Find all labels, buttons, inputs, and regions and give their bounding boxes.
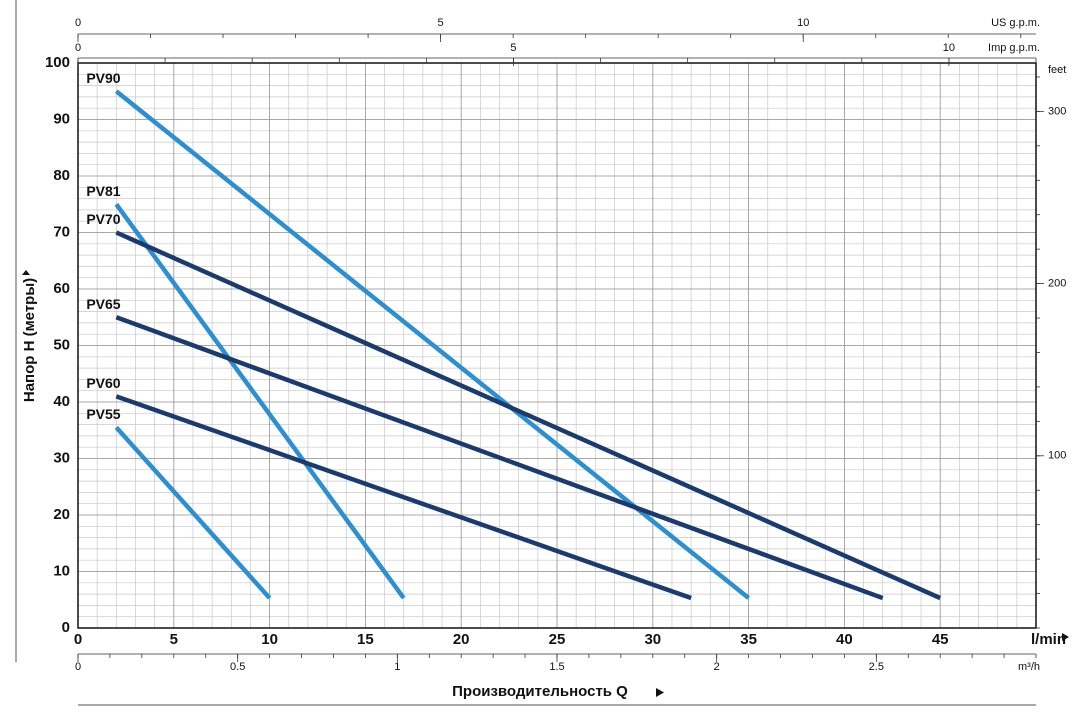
axis-unit: m³/h bbox=[1018, 661, 1040, 673]
curve bbox=[115, 315, 884, 601]
tick-label: 10 bbox=[943, 42, 955, 54]
y2-tick-label: 100 bbox=[1048, 450, 1066, 462]
curve bbox=[115, 230, 942, 601]
curve bbox=[114, 425, 272, 600]
curve-label: PV70 bbox=[86, 211, 120, 227]
curve-label: PV81 bbox=[86, 183, 120, 199]
tick-label: 2 bbox=[714, 661, 720, 673]
arrow bbox=[22, 270, 30, 275]
y-axis-title: Напор H (метры) bbox=[21, 278, 38, 402]
curve bbox=[115, 394, 692, 601]
tick-label: 0.5 bbox=[230, 661, 245, 673]
curve bbox=[114, 89, 751, 600]
tick-label: 5 bbox=[510, 42, 516, 54]
y-tick-label: 80 bbox=[53, 167, 70, 184]
tick-label: 0 bbox=[75, 17, 81, 29]
x-unit-label: l/min bbox=[1031, 631, 1066, 648]
plot-frame bbox=[77, 62, 1037, 629]
y2-unit: feet bbox=[1048, 64, 1066, 76]
x-axis-title: Производительность Q bbox=[452, 683, 628, 700]
tick-label: 0 bbox=[75, 42, 81, 54]
x-tick-label: 35 bbox=[740, 631, 757, 648]
x-tick-label: 45 bbox=[932, 631, 949, 648]
y-tick-label: 0 bbox=[62, 619, 70, 636]
x-tick-label: 30 bbox=[644, 631, 661, 648]
curve-label: PV60 bbox=[86, 375, 120, 391]
y-tick-label: 90 bbox=[53, 110, 70, 127]
x-tick-label: 25 bbox=[549, 631, 566, 648]
axis-unit: US g.p.m. bbox=[991, 17, 1040, 29]
x-tick-label: 5 bbox=[170, 631, 178, 648]
x-tick-label: 15 bbox=[357, 631, 374, 648]
x-tick-label: 20 bbox=[453, 631, 470, 648]
tick-label: 0 bbox=[75, 661, 81, 673]
curve-label: PV55 bbox=[86, 406, 120, 422]
tick-label: 5 bbox=[438, 17, 444, 29]
y-tick-label: 20 bbox=[53, 506, 70, 523]
tick-label: 1 bbox=[394, 661, 400, 673]
y-tick-label: 50 bbox=[53, 336, 70, 353]
arrow bbox=[656, 688, 664, 697]
tick-label: 1.5 bbox=[549, 661, 564, 673]
y2-tick-label: 300 bbox=[1048, 105, 1066, 117]
curve-label: PV65 bbox=[86, 296, 120, 312]
y-tick-label: 60 bbox=[53, 280, 70, 297]
y-tick-label: 70 bbox=[53, 223, 70, 240]
curve bbox=[114, 202, 406, 600]
axis-unit: Imp g.p.m. bbox=[988, 42, 1040, 54]
y-tick-label: 40 bbox=[53, 393, 70, 410]
x-tick-label: 40 bbox=[836, 631, 853, 648]
y-tick-label: 100 bbox=[45, 54, 70, 71]
arrow bbox=[1062, 633, 1069, 641]
tick-label: 2.5 bbox=[869, 661, 884, 673]
x-tick-label: 0 bbox=[74, 631, 82, 648]
curve-label: PV90 bbox=[86, 70, 120, 86]
y-tick-label: 10 bbox=[53, 562, 70, 579]
y-tick-label: 30 bbox=[53, 449, 70, 466]
x-tick-label: 10 bbox=[261, 631, 278, 648]
tick-label: 10 bbox=[797, 17, 809, 29]
y2-tick-label: 200 bbox=[1048, 277, 1066, 289]
